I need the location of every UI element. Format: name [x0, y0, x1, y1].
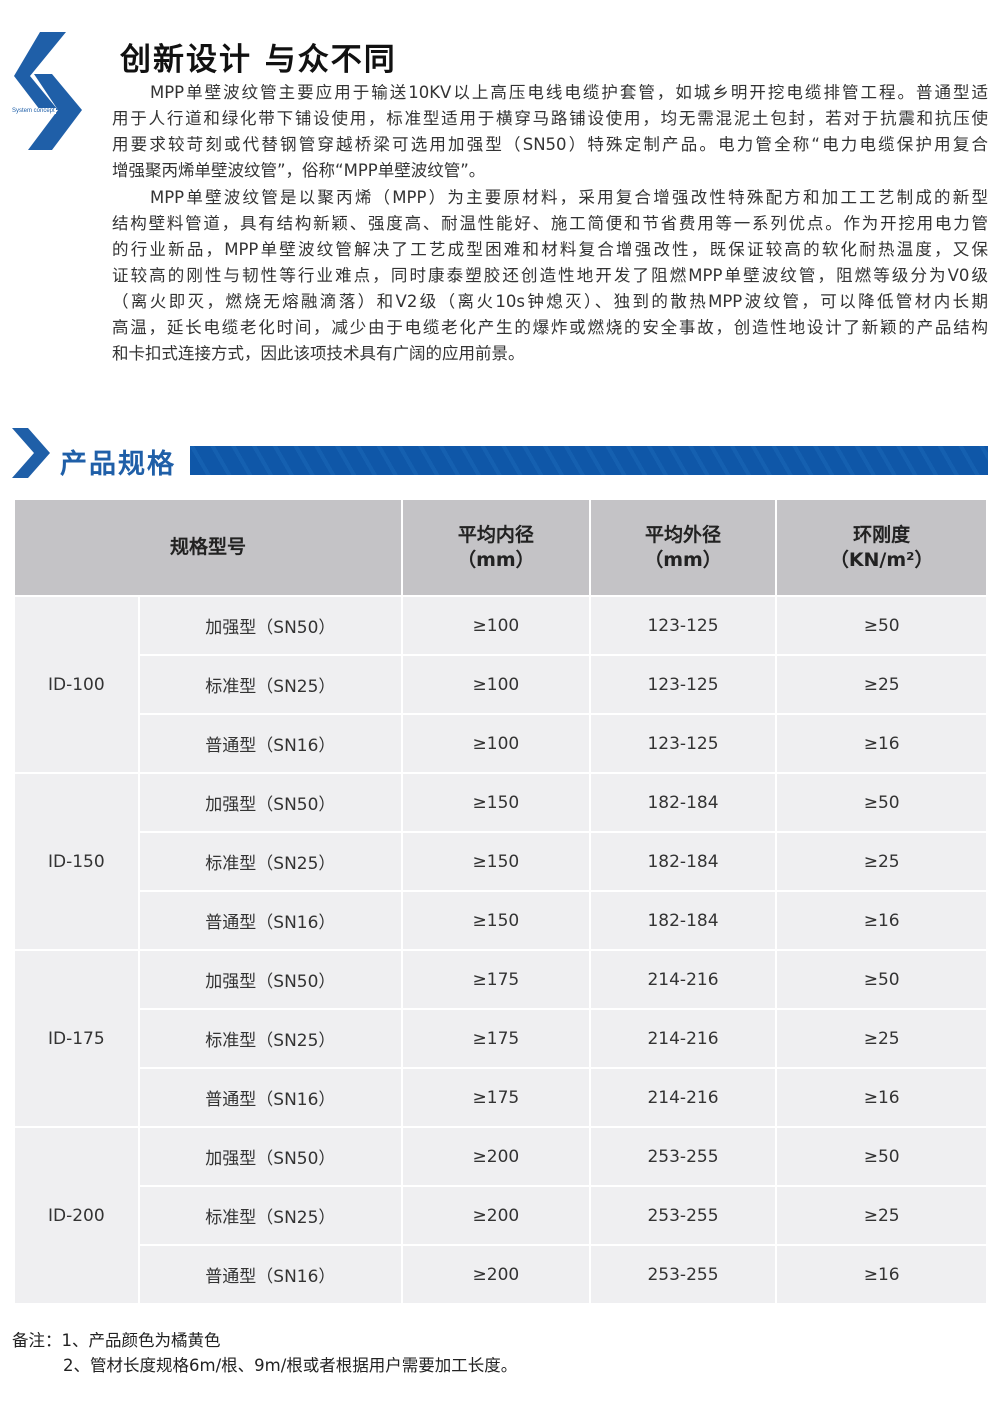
cell-type: 普通型（SN16） — [137, 1067, 404, 1128]
header-unit: （KN/m²） — [829, 548, 934, 571]
cell-type: 普通型（SN16） — [137, 890, 404, 951]
table-row: ID-200 加强型（SN50） ≥200 253-255 ≥50 — [13, 1126, 988, 1305]
cell-outer-diameter: 182-184 — [588, 772, 778, 833]
table-row: 普通型（SN16） ≥100 123-125 ≥16 — [14, 713, 988, 774]
header-label: 平均内径 — [457, 523, 534, 546]
text-line: 用于人行道和绿化带下铺设使用，标准型适用于横穿马路铺设使用，均无需混泥土包封，若… — [112, 109, 988, 128]
spec-table: 规格型号 平均内径 （mm） 平均外径 （mm） 环刚度 （KN/m²） ID-100… — [12, 498, 988, 1305]
intro-paragraph-1: MPP单壁波纹管主要应用于输送10KV以上高压电线电缆护套管，如城乡明开挖电缆排… — [112, 80, 988, 184]
header-label: 平均外径 — [644, 523, 721, 546]
cell-type: 标准型（SN25） — [137, 831, 404, 892]
table-row: 标准型（SN25） ≥150 182-184 ≥25 — [14, 831, 988, 892]
header-label: 环刚度 — [853, 523, 911, 546]
chevron-right-icon — [12, 428, 50, 478]
text-line: 结构壁料管道，具有结构新颖、强度高、耐温性能好、施工简便和节省费用等一系列优点。… — [112, 214, 988, 233]
header-inner-diameter: 平均内径 （mm） — [401, 498, 591, 597]
cell-type: 加强型（SN50） — [137, 1126, 404, 1187]
table-row: ID-100 加强型（SN50） ≥100 123-125 ≥50 — [13, 595, 988, 774]
table-row: 普通型（SN16） ≥150 182-184 ≥16 — [14, 890, 988, 951]
text-line: 的行业新品，MPP单壁波纹管解决了工艺成型困难和材料复合增强改性，既保证较高的软… — [112, 240, 988, 259]
note-2: 2、管材长度规格6m/根、9m/根或者根据用户需要加工长度。 — [63, 1356, 518, 1375]
text-line: 证较高的刚性与韧性等行业难点，同时康泰塑胶还创造性地开发了阻燃MPP单壁波纹管，… — [112, 266, 988, 285]
cell-type: 普通型（SN16） — [137, 713, 404, 774]
cell-inner-diameter: ≥100 — [401, 654, 591, 715]
cell-type: 标准型（SN25） — [137, 1008, 404, 1069]
cell-ring-stiffness: ≥50 — [775, 949, 988, 1010]
cell-inner-diameter: ≥150 — [401, 831, 591, 892]
cell-type: 加强型（SN50） — [137, 772, 404, 833]
text-line: 和卡扣式连接方式，因此该项技术具有广阔的应用前景。 — [112, 344, 525, 363]
cell-outer-diameter: 253-255 — [588, 1185, 778, 1246]
table-row: 普通型（SN16） ≥200 253-255 ≥16 — [14, 1244, 988, 1305]
cell-type: 普通型（SN16） — [137, 1244, 404, 1305]
cell-outer-diameter: 214-216 — [588, 949, 778, 1010]
cell-ring-stiffness: ≥25 — [775, 654, 988, 715]
text-line: 用要求较苛刻或代替钢管穿越桥梁可选用加强型（SN50）特殊定制产品。电力管全称“… — [112, 135, 988, 154]
cell-inner-diameter: ≥175 — [401, 1008, 591, 1069]
cell-inner-diameter: ≥150 — [401, 890, 591, 951]
table-row: ID-150 加强型（SN50） ≥150 182-184 ≥50 — [13, 772, 988, 951]
table-row: 标准型（SN25） ≥175 214-216 ≥25 — [14, 1008, 988, 1069]
cell-inner-diameter: ≥200 — [401, 1244, 591, 1305]
text-line: 高温，延长电缆老化时间，减少由于电缆老化产生的爆炸或燃烧的安全事故，创造性地设计… — [112, 318, 988, 337]
cell-model-id: ID-175 — [13, 949, 140, 1128]
cell-model-id: ID-100 — [13, 595, 140, 774]
header-outer-diameter: 平均外径 （mm） — [588, 498, 778, 597]
cell-outer-diameter: 123-125 — [588, 595, 778, 656]
header-model: 规格型号 — [12, 498, 404, 597]
cell-outer-diameter: 253-255 — [588, 1244, 778, 1305]
cell-outer-diameter: 182-184 — [588, 831, 778, 892]
table-row: 标准型（SN25） ≥100 123-125 ≥25 — [14, 654, 988, 715]
table-row: 标准型（SN25） ≥200 253-255 ≥25 — [14, 1185, 988, 1246]
text-line: （离火即灭，燃烧无熔融滴落）和V2级（离火10s钟熄灭）、独到的散热MPP波纹管… — [112, 292, 988, 311]
notes: 备注：1、产品颜色为橘黄色 2、管材长度规格6m/根、9m/根或者根据用户需要加… — [12, 1328, 517, 1378]
cell-ring-stiffness: ≥50 — [775, 595, 988, 656]
logo-icon — [14, 32, 82, 150]
cell-inner-diameter: ≥200 — [401, 1185, 591, 1246]
cell-inner-diameter: ≥100 — [401, 595, 591, 656]
cell-outer-diameter: 123-125 — [588, 713, 778, 774]
header-ring-stiffness: 环刚度 （KN/m²） — [775, 498, 988, 597]
cell-ring-stiffness: ≥25 — [775, 1185, 988, 1246]
note-1: 备注：1、产品颜色为橘黄色 — [12, 1331, 221, 1350]
cell-ring-stiffness: ≥16 — [775, 713, 988, 774]
table-row: 普通型（SN16） ≥175 214-216 ≥16 — [14, 1067, 988, 1128]
cell-model-id: ID-200 — [13, 1126, 140, 1305]
cell-ring-stiffness: ≥25 — [775, 1008, 988, 1069]
table-row: ID-175 加强型（SN50） ≥175 214-216 ≥50 — [13, 949, 988, 1128]
table-header-row: 规格型号 平均内径 （mm） 平均外径 （mm） 环刚度 （KN/m²） — [12, 498, 988, 597]
cell-ring-stiffness: ≥16 — [775, 1244, 988, 1305]
cell-type: 标准型（SN25） — [137, 1185, 404, 1246]
cell-outer-diameter: 123-125 — [588, 654, 778, 715]
cell-ring-stiffness: ≥16 — [775, 890, 988, 951]
section-title: 产品规格 — [60, 449, 176, 480]
cell-inner-diameter: ≥175 — [401, 1067, 591, 1128]
cell-model-id: ID-150 — [13, 772, 140, 951]
page-title: 创新设计 与众不同 — [120, 42, 397, 78]
cell-inner-diameter: ≥100 — [401, 713, 591, 774]
cell-outer-diameter: 214-216 — [588, 1067, 778, 1128]
text-line: MPP单壁波纹管是以聚丙烯（MPP）为主要原材料，采用复合增强改性特殊配方和加工… — [150, 188, 988, 207]
cell-outer-diameter: 253-255 — [588, 1126, 778, 1187]
cell-type: 加强型（SN50） — [137, 595, 404, 656]
cell-inner-diameter: ≥150 — [401, 772, 591, 833]
cell-type: 标准型（SN25） — [137, 654, 404, 715]
cell-type: 加强型（SN50） — [137, 949, 404, 1010]
logo-text: System concept — [11, 108, 56, 114]
text-line: 增强聚丙烯单壁波纹管”，俗称“MPP单壁波纹管”。 — [112, 161, 486, 180]
header-unit: （mm） — [457, 548, 535, 571]
cell-inner-diameter: ≥200 — [401, 1126, 591, 1187]
cell-inner-diameter: ≥175 — [401, 949, 591, 1010]
section-divider-bar — [190, 446, 988, 475]
cell-outer-diameter: 182-184 — [588, 890, 778, 951]
header-unit: （mm） — [644, 548, 722, 571]
cell-ring-stiffness: ≥50 — [775, 1126, 988, 1187]
cell-ring-stiffness: ≥25 — [775, 831, 988, 892]
intro-paragraph-2: MPP单壁波纹管是以聚丙烯（MPP）为主要原材料，采用复合增强改性特殊配方和加工… — [112, 185, 988, 367]
text-line: MPP单壁波纹管主要应用于输送10KV以上高压电线电缆护套管，如城乡明开挖电缆排… — [150, 83, 988, 102]
cell-ring-stiffness: ≥50 — [775, 772, 988, 833]
cell-outer-diameter: 214-216 — [588, 1008, 778, 1069]
cell-ring-stiffness: ≥16 — [775, 1067, 988, 1128]
